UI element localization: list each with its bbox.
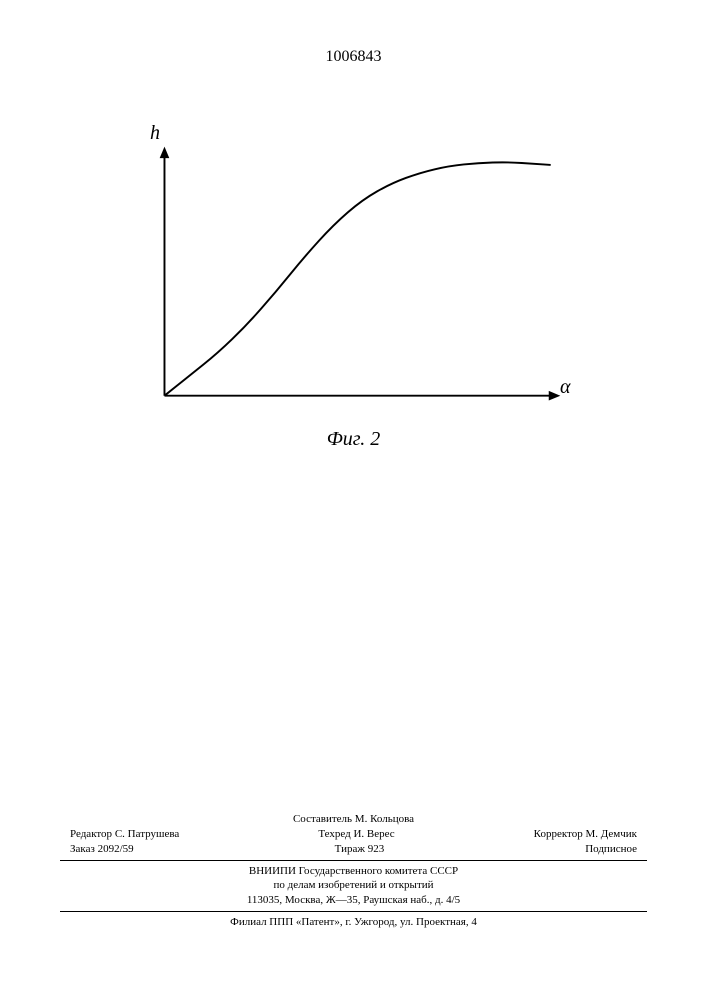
order: Заказ 2092/59 bbox=[70, 842, 134, 857]
x-arrow-icon bbox=[549, 391, 561, 401]
y-arrow-icon bbox=[160, 147, 170, 159]
divider bbox=[60, 860, 647, 861]
circulation: Тираж 923 bbox=[335, 842, 385, 857]
org-line3: 113035, Москва, Ж—35, Раушская наб., д. … bbox=[60, 893, 647, 908]
org-line2: по делам изобретений и открытий bbox=[60, 878, 647, 893]
line-chart bbox=[150, 130, 570, 420]
divider bbox=[60, 911, 647, 912]
x-axis-label: α bbox=[560, 376, 571, 399]
figure-caption: Фиг. 2 bbox=[0, 428, 707, 451]
curve-line bbox=[164, 162, 550, 395]
compiler-label: Составитель bbox=[293, 813, 352, 825]
subscription: Подписное bbox=[585, 842, 637, 857]
footer-block: Составитель М. Кольцова Редактор С. Патр… bbox=[60, 812, 647, 930]
tech: Техред И. Верес bbox=[318, 827, 394, 842]
compiler-name: М. Кольцова bbox=[355, 813, 414, 825]
editor: Редактор С. Патрушева bbox=[70, 827, 179, 842]
credits-row: Редактор С. Патрушева Техред И. Верес Ко… bbox=[60, 827, 647, 842]
corrector: Корректор М. Демчик bbox=[534, 827, 637, 842]
org-line1: ВНИИПИ Государственного комитета СССР bbox=[60, 864, 647, 879]
page-number: 1006843 bbox=[0, 48, 707, 66]
branch-line: Филиал ППП «Патент», г. Ужгород, ул. Про… bbox=[60, 915, 647, 930]
order-row: Заказ 2092/59 Тираж 923 Подписное bbox=[60, 842, 647, 857]
compiler-line: Составитель М. Кольцова bbox=[60, 812, 647, 827]
